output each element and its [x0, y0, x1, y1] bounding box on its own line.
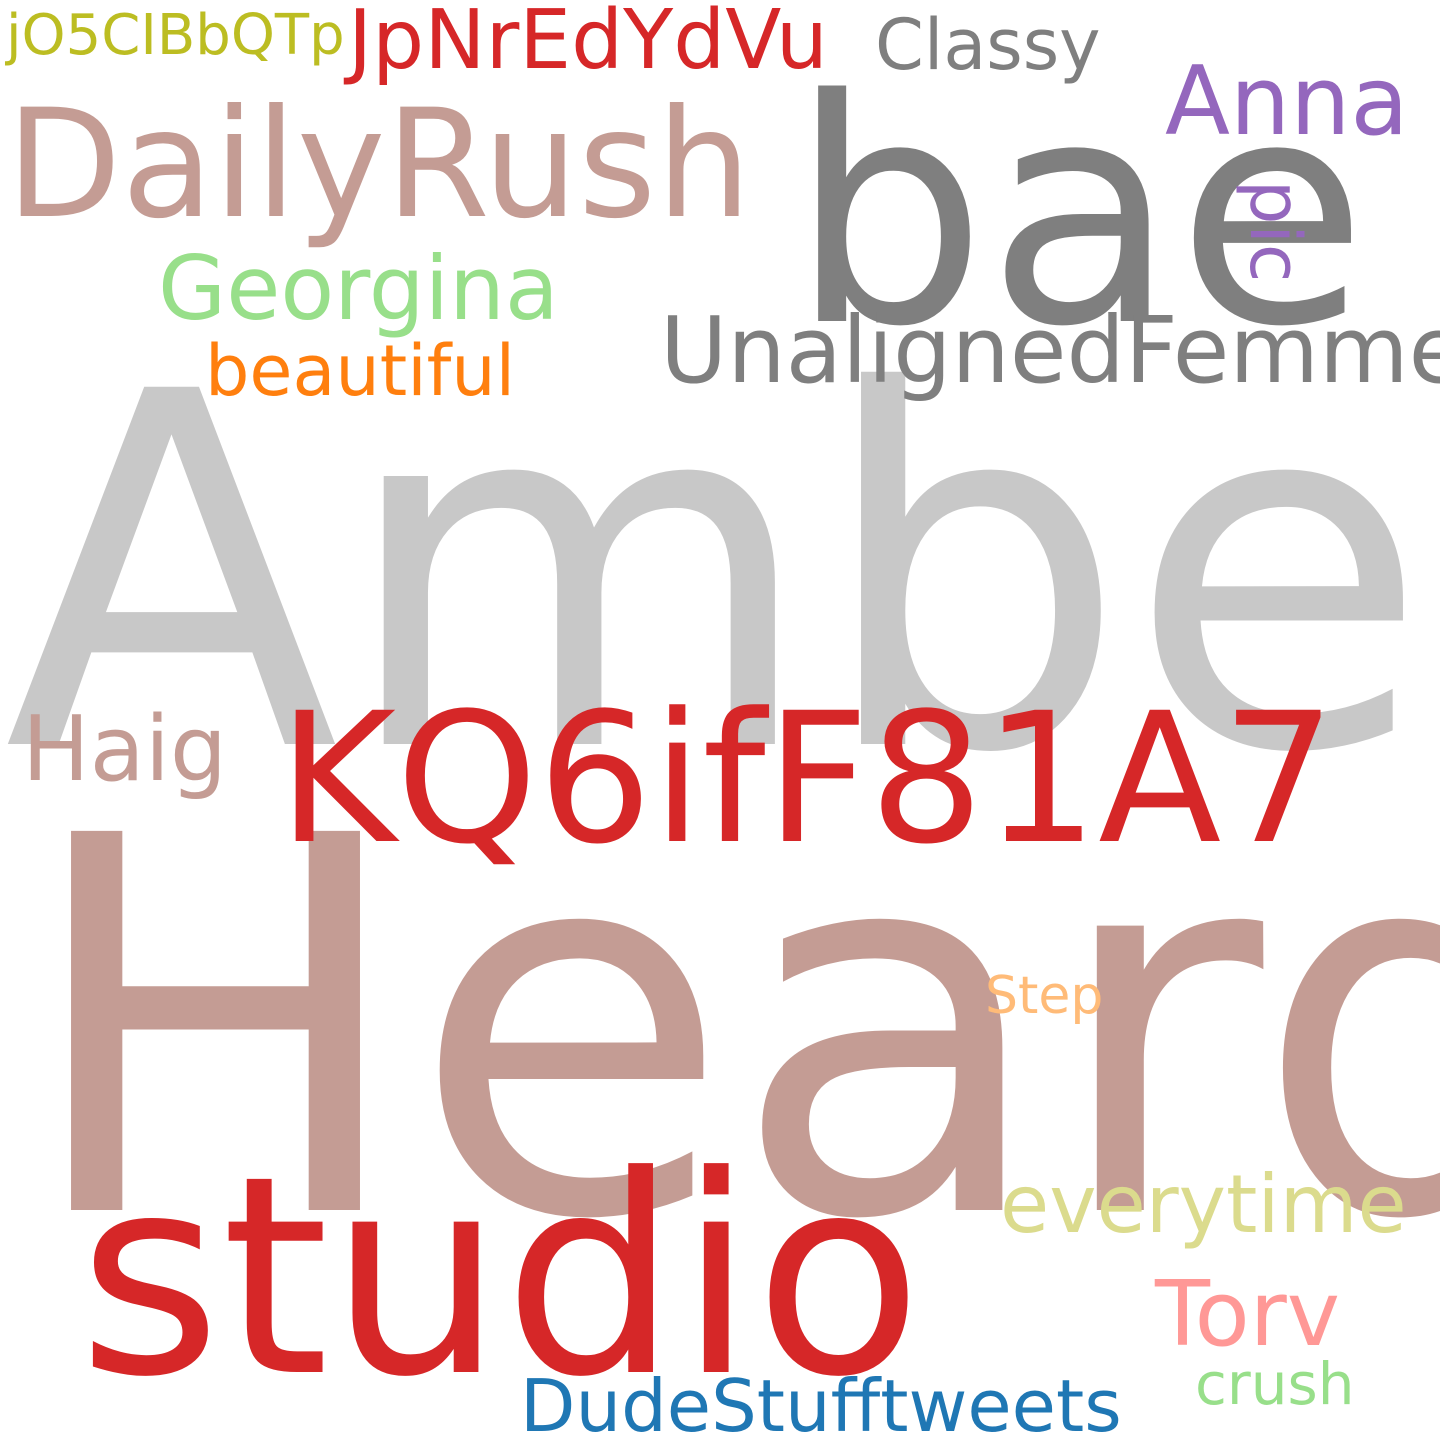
word-beautiful: beautiful [205, 330, 516, 412]
word-kq6iff81a7: KQ6ifF81A7 [278, 675, 1336, 884]
word-jo5cibbqtp: jO5CIBbQTp [6, 3, 345, 68]
word-anna: Anna [1165, 47, 1409, 157]
word-georgina: Georgina [158, 237, 559, 340]
word-amber: Amber [4, 289, 1440, 860]
word-bae: bae [790, 34, 1368, 395]
word-torv: Torv [1155, 1262, 1341, 1367]
word-pic: pic [1234, 180, 1316, 283]
word-heard: Heard [20, 727, 1440, 1333]
word-dailyrush: DailyRush [6, 78, 752, 252]
word-dudestufftweets: DudeStufftweets [520, 1364, 1122, 1440]
word-classy: Classy [875, 4, 1101, 86]
word-studio: studio [78, 1117, 923, 1437]
word-jpnredydvu: JpNrEdYdVu [348, 0, 828, 88]
word-everytime: everytime [1000, 1158, 1407, 1251]
word-haig: Haig [22, 697, 227, 802]
word-crush: crush [1195, 1350, 1355, 1418]
word-unalignedfemme: UnalignedFemme [660, 297, 1440, 404]
word-step: Step [985, 966, 1104, 1026]
